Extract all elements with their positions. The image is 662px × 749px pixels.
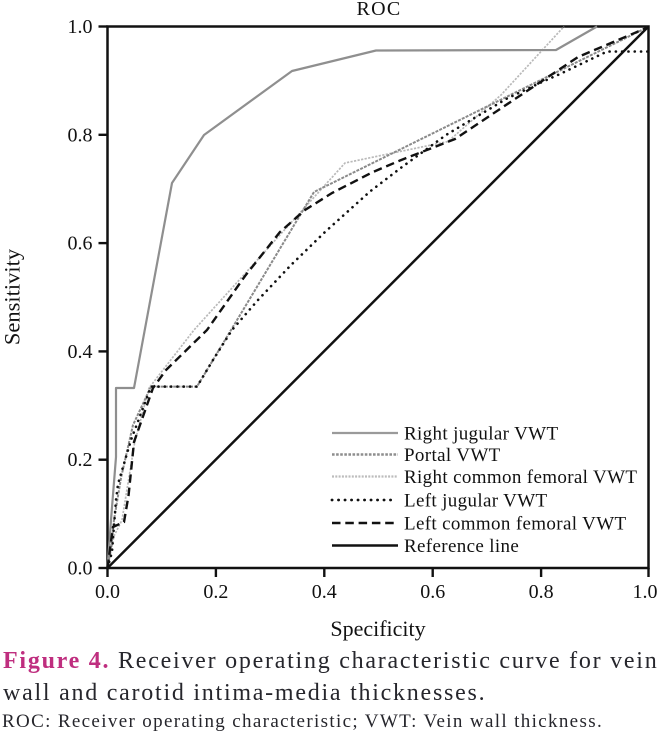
svg-text:Portal VWT: Portal VWT [404,445,501,466]
svg-text:0.6: 0.6 [420,581,445,603]
svg-text:Sensitivity: Sensitivity [0,248,25,345]
svg-text:Right jugular VWT: Right jugular VWT [404,423,558,444]
svg-text:Specificity: Specificity [330,616,425,641]
svg-text:1.0: 1.0 [633,581,658,603]
svg-text:0.0: 0.0 [95,581,120,603]
svg-text:Left jugular VWT: Left jugular VWT [404,490,548,511]
svg-text:Left common femoral VWT: Left common femoral VWT [404,513,626,534]
svg-text:Right common femoral VWT: Right common femoral VWT [404,467,637,488]
svg-text:1.0: 1.0 [68,16,93,38]
svg-text:0.8: 0.8 [68,124,93,146]
svg-text:ROC: ROC [356,0,401,20]
svg-text:0.2: 0.2 [203,581,228,603]
svg-text:0.4: 0.4 [312,581,337,603]
svg-text:Reference line: Reference line [404,536,519,557]
svg-text:0.2: 0.2 [68,449,93,471]
svg-text:0.8: 0.8 [529,581,554,603]
svg-text:0.6: 0.6 [68,233,93,255]
svg-text:0.4: 0.4 [68,341,93,363]
svg-text:0.0: 0.0 [68,558,93,580]
